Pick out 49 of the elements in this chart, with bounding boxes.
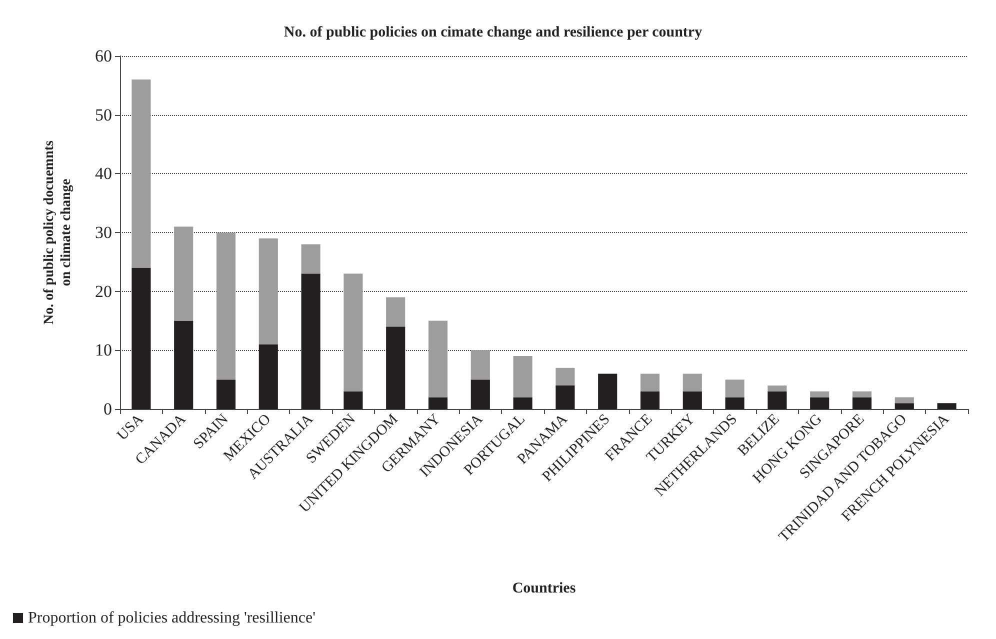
bar [894,403,914,409]
bar [640,391,660,409]
bar [725,380,744,398]
bar [682,391,702,409]
y-tick-label: 0 [104,400,112,418]
bar [216,232,236,380]
bar [725,397,744,409]
bar [937,403,956,409]
bar [556,368,575,386]
y-tick-label: 40 [95,164,112,184]
x-axis-title: Countries [512,580,576,596]
bar [470,380,490,409]
bar [682,374,702,392]
bar [852,397,872,409]
y-tick-label: 30 [95,223,112,242]
bar [216,380,236,409]
y-tick-label: 20 [95,282,112,301]
bar [810,397,830,409]
bar [344,274,363,392]
bar [132,268,151,409]
y-tick-label: 50 [95,105,112,124]
bar [258,344,278,409]
bar [428,320,448,398]
bar [344,391,363,409]
bar [852,391,872,398]
bar [513,356,532,398]
bar [428,397,448,409]
bar [768,391,787,409]
bar [640,374,660,392]
bar [513,397,532,409]
y-axis-title: No. of public policy docuemnts on climate change [42,140,74,324]
bar [386,297,406,327]
bar [894,397,914,404]
y-tick-label: 10 [95,340,112,360]
bar [598,374,618,409]
bar [258,238,278,344]
bar [301,274,320,409]
bar [768,385,787,392]
bar [174,226,194,321]
legend-label: Proportion of policies addressing 'resillience' [28,610,316,626]
bar [132,80,151,268]
bar [470,350,490,380]
y-tick-label: 60 [95,46,112,66]
bar [386,326,406,409]
bar [301,244,320,274]
bar [810,391,830,398]
bar [174,320,194,409]
chart-title: No. of public policies on cimate change and resilience per country [284,24,703,40]
bar [556,385,575,409]
